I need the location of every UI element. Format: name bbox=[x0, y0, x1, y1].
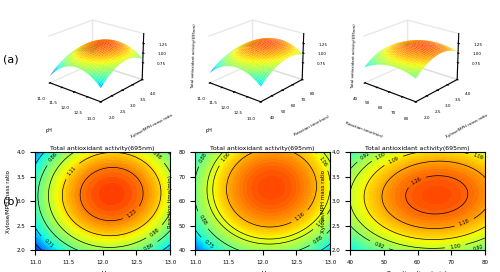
Text: 1.00: 1.00 bbox=[374, 151, 386, 160]
X-axis label: pH: pH bbox=[206, 128, 213, 133]
Text: 1.09: 1.09 bbox=[388, 156, 400, 165]
Text: 1.09: 1.09 bbox=[472, 153, 484, 161]
Text: 1.23: 1.23 bbox=[126, 208, 138, 219]
Text: 0.88: 0.88 bbox=[312, 235, 324, 245]
X-axis label: pH: pH bbox=[98, 271, 108, 272]
Text: (b): (b) bbox=[2, 196, 18, 206]
Text: 0.98: 0.98 bbox=[149, 227, 160, 237]
Text: 1.06: 1.06 bbox=[220, 152, 231, 163]
Text: 0.92: 0.92 bbox=[374, 241, 385, 250]
Text: 1.01: 1.01 bbox=[316, 217, 326, 228]
Y-axis label: Xylose/MPH mass ratio: Xylose/MPH mass ratio bbox=[6, 170, 11, 233]
Text: 1.06: 1.06 bbox=[318, 156, 328, 167]
Text: 0.88: 0.88 bbox=[198, 214, 207, 226]
Title: Total antioxidant activity(695nm): Total antioxidant activity(695nm) bbox=[210, 146, 315, 150]
X-axis label: pH: pH bbox=[258, 271, 268, 272]
Text: 1.00: 1.00 bbox=[450, 243, 461, 250]
Y-axis label: Xylose/MPH mass ratio: Xylose/MPH mass ratio bbox=[130, 113, 173, 139]
Text: 0.98: 0.98 bbox=[151, 150, 162, 161]
Text: 0.92: 0.92 bbox=[472, 244, 484, 252]
Text: 0.86: 0.86 bbox=[142, 242, 154, 252]
Text: 0.88: 0.88 bbox=[198, 151, 208, 163]
X-axis label: Reaction time(min): Reaction time(min) bbox=[388, 271, 448, 272]
X-axis label: pH: pH bbox=[46, 128, 53, 133]
Text: 1.16: 1.16 bbox=[294, 212, 306, 222]
Title: Total antioxidant activity(695nm): Total antioxidant activity(695nm) bbox=[50, 146, 155, 150]
Text: 1.26: 1.26 bbox=[410, 176, 422, 186]
Text: 1.11: 1.11 bbox=[66, 165, 77, 176]
Text: 0.75: 0.75 bbox=[203, 239, 214, 250]
Y-axis label: Reaction time(min): Reaction time(min) bbox=[293, 115, 330, 137]
Text: 0.71: 0.71 bbox=[42, 238, 54, 249]
Y-axis label: Reaction time(min): Reaction time(min) bbox=[168, 175, 172, 228]
Text: 0.86: 0.86 bbox=[48, 152, 59, 163]
Y-axis label: Xylose/MPH mass ratio: Xylose/MPH mass ratio bbox=[445, 113, 488, 139]
Text: 0.92: 0.92 bbox=[360, 150, 372, 161]
X-axis label: Reaction time(min): Reaction time(min) bbox=[345, 122, 384, 139]
Text: 1.18: 1.18 bbox=[458, 219, 470, 227]
Text: (a): (a) bbox=[2, 55, 18, 65]
Title: Total antioxidant activity(695nm): Total antioxidant activity(695nm) bbox=[365, 146, 470, 150]
Y-axis label: Xylose/MPH mass ratio: Xylose/MPH mass ratio bbox=[321, 170, 326, 233]
